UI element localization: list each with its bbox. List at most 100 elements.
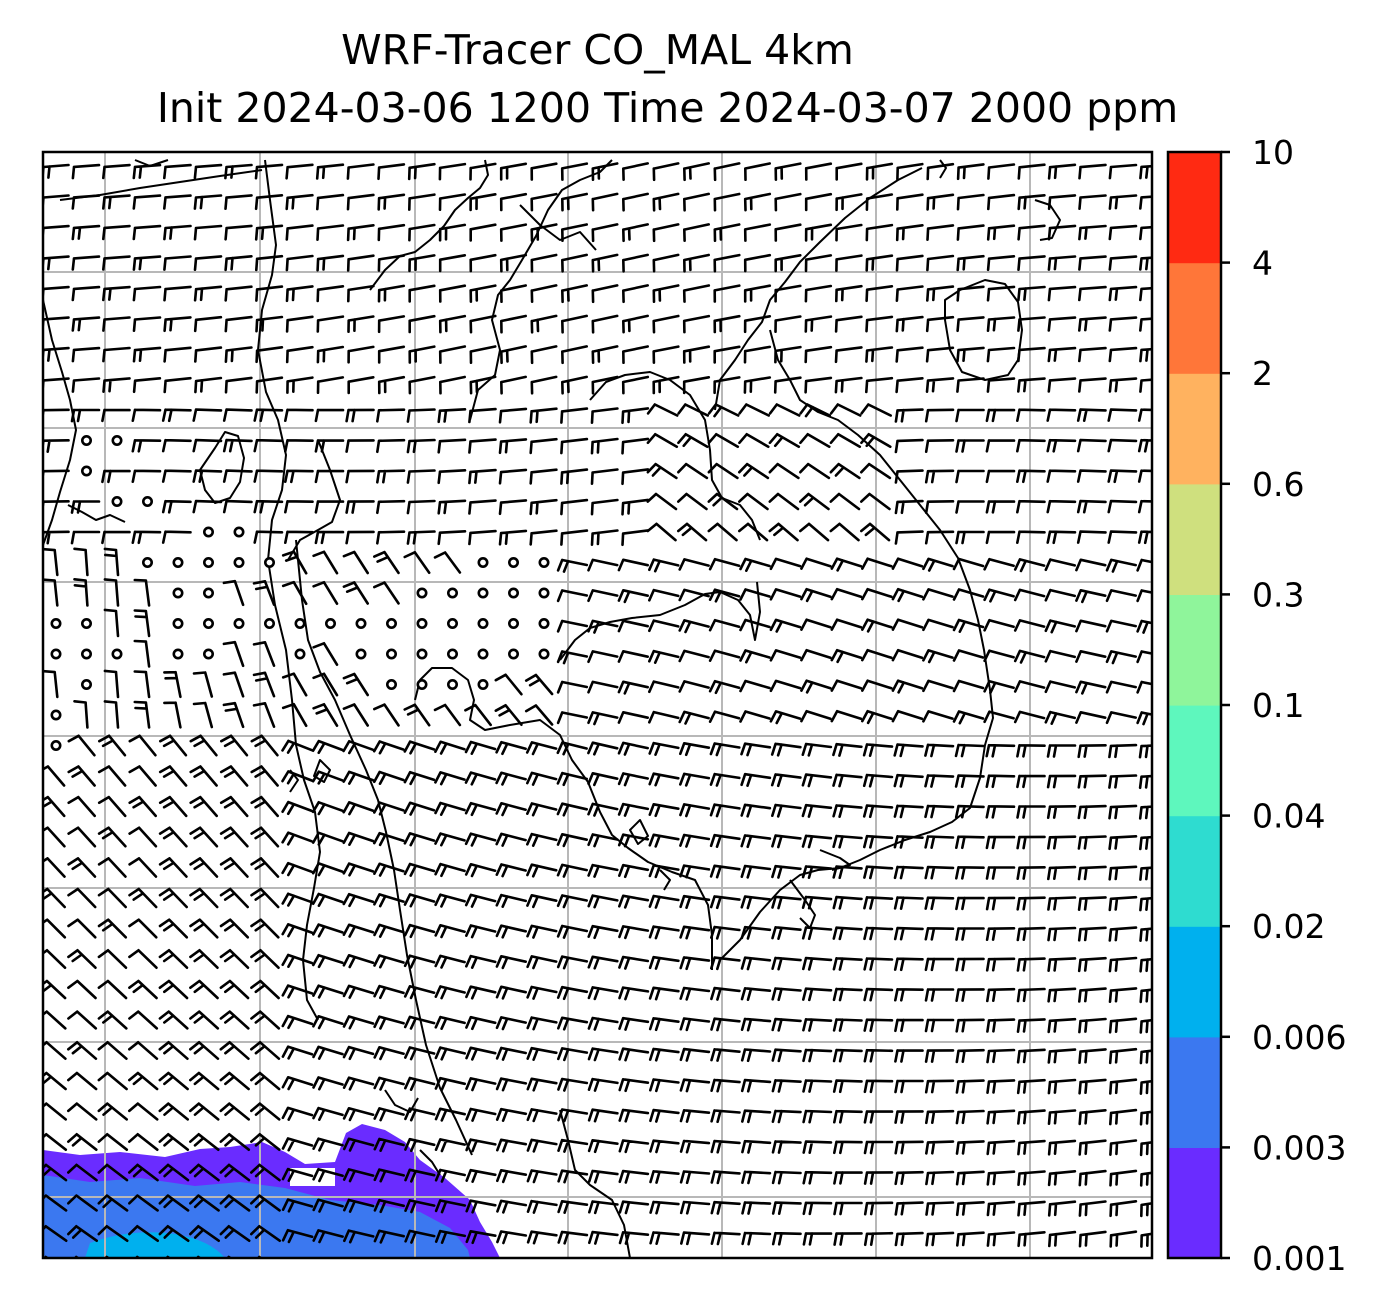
wind-barb — [403, 985, 436, 1000]
wind-barb — [800, 679, 832, 694]
wind-barb — [832, 957, 863, 971]
wind-barb — [1107, 499, 1138, 514]
wind-barb — [97, 949, 128, 969]
wind-barb — [255, 254, 284, 272]
wind-barb — [986, 1200, 1016, 1217]
wind-barb — [802, 1048, 833, 1063]
calm-marker — [507, 617, 519, 629]
wind-barb — [281, 1228, 314, 1244]
wind-barb — [986, 1018, 1016, 1033]
wind-barb — [67, 734, 96, 757]
wind-barb — [408, 375, 436, 395]
wind-barb — [255, 376, 284, 394]
wind-barb — [894, 988, 924, 1002]
wind-barb — [587, 1047, 619, 1062]
wind-barb — [646, 433, 679, 448]
wind-barb — [346, 224, 375, 242]
wind-barb — [774, 315, 802, 333]
wind-barb — [799, 522, 830, 542]
wind-barb — [434, 924, 466, 939]
wind-barb — [1046, 744, 1077, 758]
wind-barb — [587, 558, 619, 572]
wind-barb — [771, 956, 802, 971]
wind-barb — [103, 547, 120, 577]
wind-barb — [774, 254, 802, 273]
wind-barb — [924, 530, 955, 545]
wind-barb — [1017, 1139, 1046, 1156]
wind-barb — [1016, 774, 1046, 789]
wind-barb — [986, 316, 1016, 332]
wind-barb — [804, 254, 833, 273]
wind-barb — [986, 1231, 1016, 1247]
wind-barb — [224, 255, 253, 272]
wind-barb — [590, 498, 619, 516]
wind-barb — [649, 1200, 680, 1215]
wind-barb — [955, 1140, 985, 1155]
wind-barb — [587, 711, 619, 726]
wind-barb — [652, 284, 680, 303]
wind-barb — [97, 1163, 129, 1182]
wind-barb — [465, 1230, 497, 1245]
wind-barb — [743, 345, 772, 364]
wind-barb — [682, 376, 711, 395]
wind-barb — [835, 284, 863, 303]
wind-barb — [495, 832, 527, 847]
wind-barb — [342, 954, 375, 969]
wind-barb — [1016, 530, 1046, 544]
wind-barb — [281, 702, 308, 728]
wind-barb — [865, 1264, 892, 1276]
wind-barb — [73, 547, 89, 577]
colorbar-tick-label: 0.001 — [1252, 1239, 1346, 1278]
wind-barb — [801, 773, 833, 788]
wind-barb — [773, 1264, 800, 1275]
wind-barb — [800, 709, 832, 723]
wind-barb — [622, 192, 649, 212]
calm-marker — [50, 739, 62, 751]
wind-barb — [526, 985, 558, 1000]
wind-barb — [103, 578, 120, 607]
wind-barb — [588, 1230, 619, 1245]
wind-barb — [1078, 316, 1107, 332]
wind-barb — [192, 469, 223, 483]
wind-barb — [530, 223, 558, 242]
wind-barb — [618, 986, 650, 1001]
wind-barb — [219, 1071, 250, 1091]
wind-barb — [830, 648, 863, 664]
wind-barb — [1136, 619, 1152, 634]
wind-barb — [833, 1109, 863, 1124]
calm-marker — [538, 587, 550, 599]
wind-barb — [954, 774, 985, 788]
wind-barb — [741, 1231, 772, 1246]
wind-barb — [1075, 558, 1107, 572]
wind-barb — [526, 832, 558, 847]
wind-barb — [560, 529, 589, 546]
wind-barb — [131, 408, 162, 422]
wind-barb — [799, 492, 830, 511]
wind-barb — [71, 163, 101, 180]
wind-barb — [678, 558, 710, 571]
wind-barb — [708, 649, 741, 662]
calm-marker — [203, 587, 215, 599]
calm-marker — [477, 678, 489, 690]
calm-marker — [416, 587, 428, 599]
wind-barb — [679, 1170, 711, 1185]
wind-barb — [67, 1163, 98, 1182]
wind-barb — [622, 223, 649, 243]
wind-barb — [556, 863, 588, 878]
wind-barb — [1137, 499, 1152, 514]
wind-barb — [740, 864, 772, 879]
wind-barb — [404, 1137, 436, 1153]
wind-barb — [679, 925, 711, 940]
wind-barb — [253, 438, 284, 453]
wind-barb — [526, 924, 558, 939]
wind-barb — [250, 1102, 281, 1121]
wind-barb — [617, 802, 650, 817]
wind-barb — [804, 1264, 831, 1275]
wind-barb — [373, 1198, 405, 1214]
calm-marker — [416, 678, 428, 690]
wind-barb — [617, 650, 649, 663]
wind-barb — [189, 1225, 220, 1242]
wind-barb — [863, 1048, 894, 1063]
wind-barb — [434, 954, 466, 969]
wind-barb — [829, 522, 860, 542]
